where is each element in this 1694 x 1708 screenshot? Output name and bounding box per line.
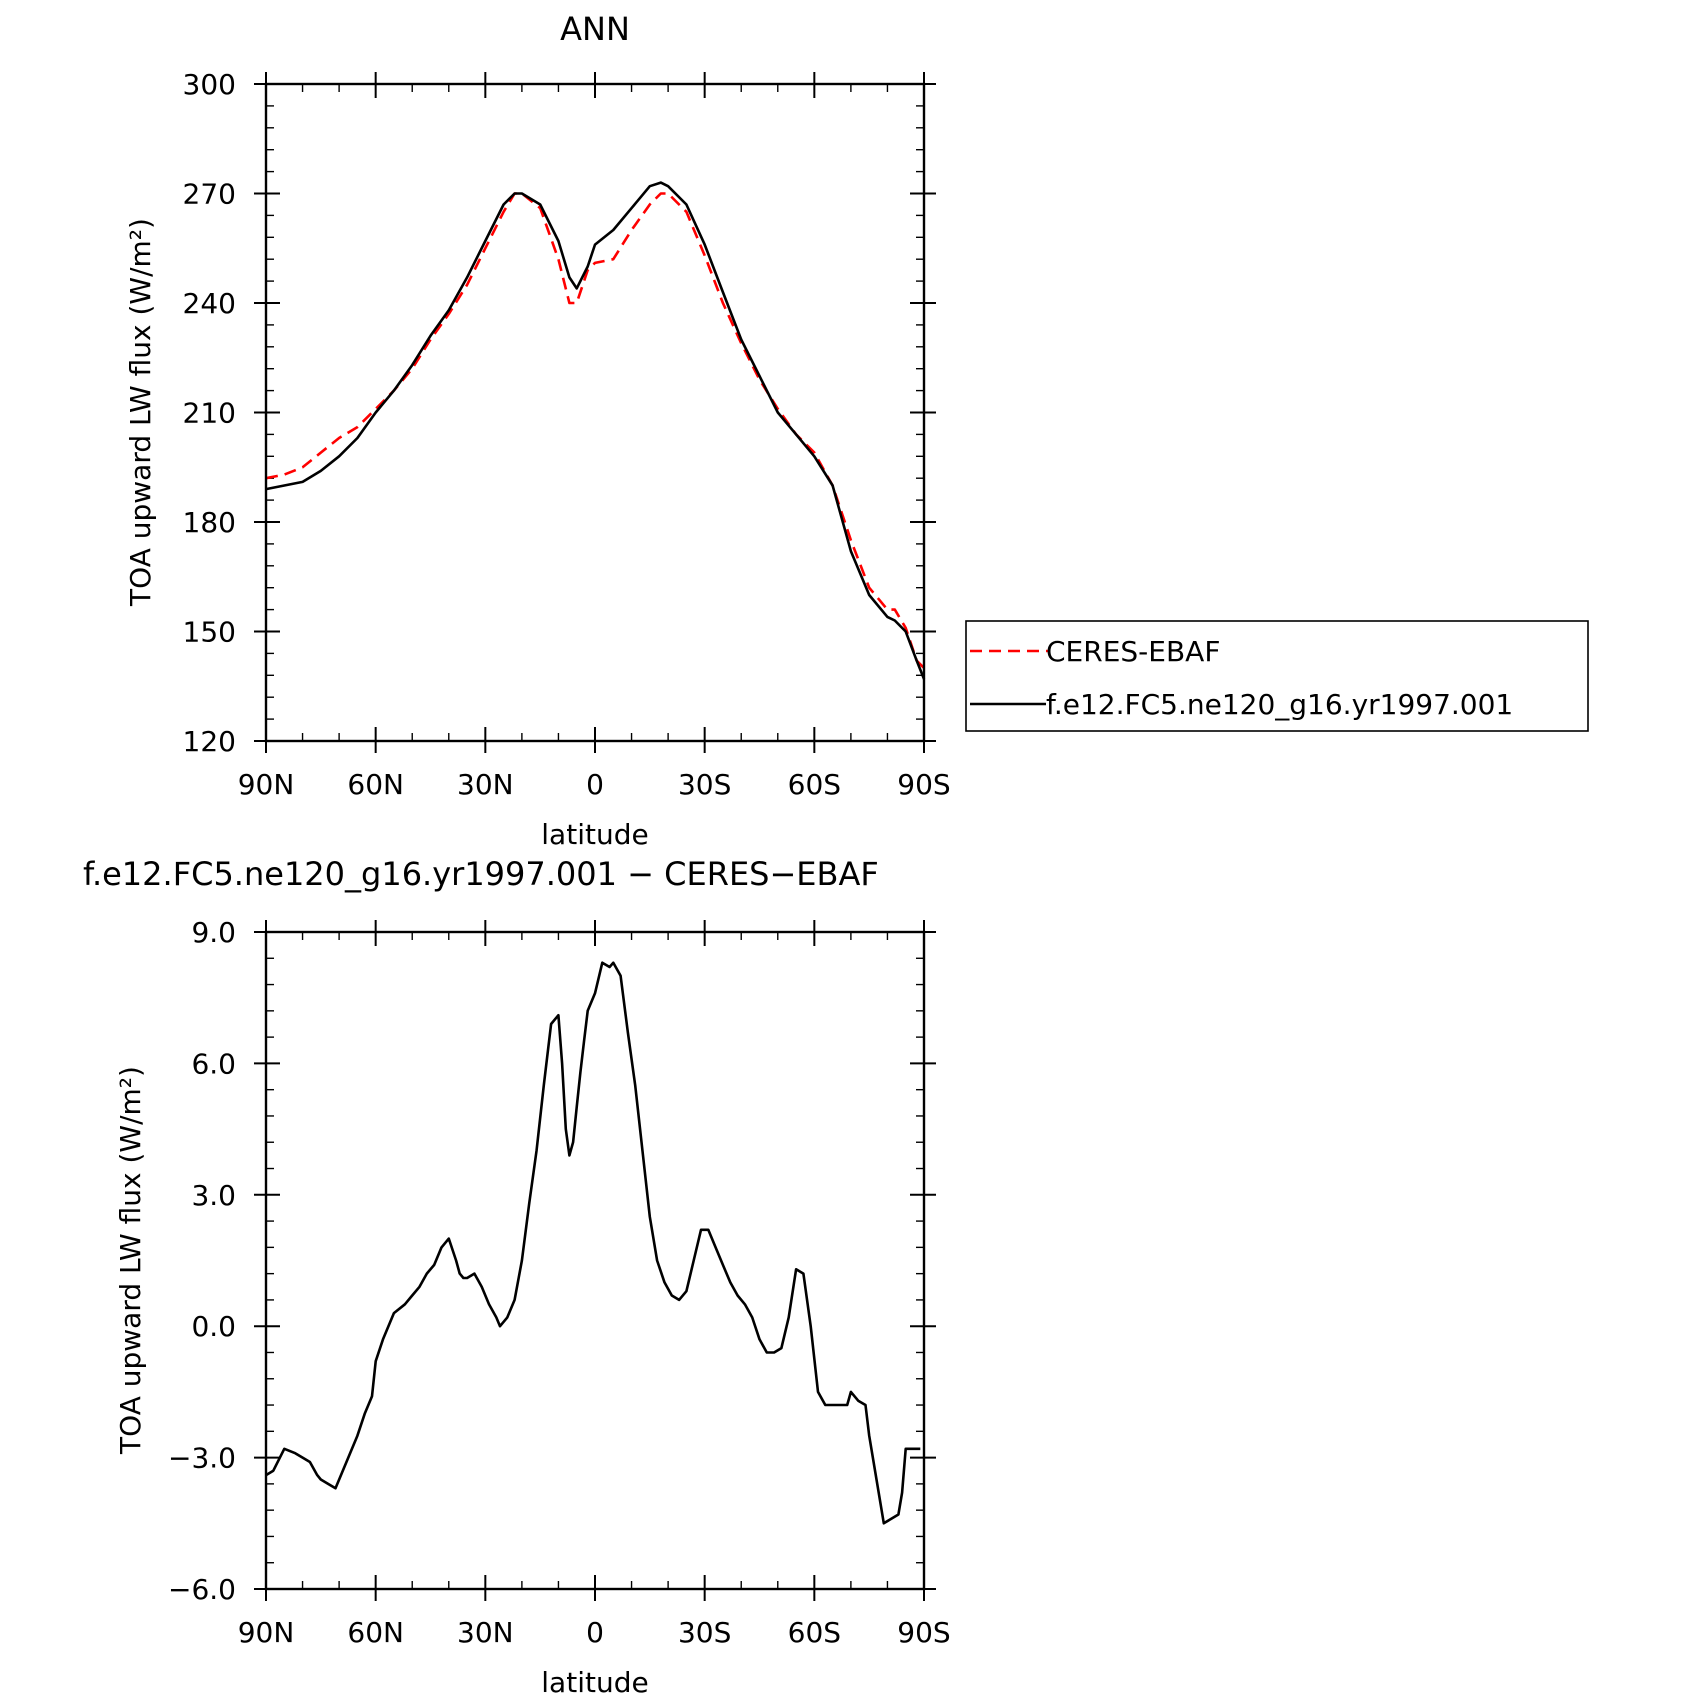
x-tick-label: 0 [586,768,604,801]
y-tick-label: 0.0 [191,1310,236,1343]
y-tick-label: 240 [183,287,236,320]
y-tick-label: 150 [183,616,236,649]
x-tick-label: 60N [347,1616,404,1649]
bottom-chart-title: f.e12.FC5.ne120_g16.yr1997.001 − CERES−E… [83,855,879,893]
bottom-plot-frame [264,930,926,1591]
y-tick-label: 3.0 [191,1179,236,1212]
x-tick-label: 30S [678,1616,731,1649]
bottom-panel: f.e12.FC5.ne120_g16.yr1997.001 − CERES−E… [83,855,951,1699]
CERES-EBAF-series-line [265,192,925,669]
top-chart-title: ANN [560,10,630,48]
top-legend: CERES-EBAF f.e12.FC5.ne120_g16.yr1997.00… [965,620,1589,732]
x-tick-label: 90S [897,1616,950,1649]
y-tick-label: −3.0 [168,1442,236,1475]
y-tick-label: 9.0 [191,916,236,949]
y-tick-label: 210 [183,397,236,430]
top-x-tick-labels: 90N 60N 30N 0 30S 60S 90S [238,768,951,801]
y-tick-label: 180 [183,506,236,539]
x-tick-label: 30S [678,768,731,801]
x-tick-label: 0 [586,1616,604,1649]
top-panel: ANN 90N 60N 30N 0 30S 60S 90S 120 150 180 210 240 2… [124,10,1589,851]
top-axis-ticks [254,72,936,753]
bottom-y-axis-label: TOA upward LW flux (W/m²) [114,1066,147,1455]
top-plot-frame [264,82,926,743]
x-tick-label: 60S [788,1616,841,1649]
y-tick-label: −6.0 [168,1573,236,1606]
y-tick-label: 300 [183,68,236,101]
x-tick-label: 60S [788,768,841,801]
legend-label-ceres: CERES-EBAF [1046,635,1220,668]
top-y-axis-label: TOA upward LW flux (W/m²) [124,218,157,607]
bottom-y-tick-labels: −6.0 −3.0 0.0 3.0 6.0 9.0 [168,916,236,1606]
x-tick-label: 90N [238,1616,295,1649]
legend-label-model: f.e12.FC5.ne120_g16.yr1997.001 [1046,688,1513,721]
legend-box [965,620,1589,732]
top-x-axis-label: latitude [541,818,648,851]
y-tick-label: 6.0 [191,1047,236,1080]
y-tick-label: 120 [183,725,236,758]
x-tick-label: 90S [897,768,950,801]
x-tick-label: 30N [457,1616,514,1649]
x-tick-label: 60N [347,768,404,801]
x-tick-label: 90N [238,768,295,801]
bottom-x-axis-label: latitude [541,1666,648,1699]
top-y-tick-labels: 120 150 180 210 240 270 300 [183,68,236,758]
x-tick-label: 30N [457,768,514,801]
difference-series-line [265,961,921,1525]
bottom-x-tick-labels: 90N 60N 30N 0 30S 60S 90S [238,1616,951,1649]
top-series-lines [265,181,926,680]
bottom-series-lines [265,961,921,1525]
y-tick-label: 270 [183,178,236,211]
bottom-axis-ticks [254,920,936,1601]
f.e12.FC5.ne120_g16.yr1997.001-series-line [265,181,926,680]
